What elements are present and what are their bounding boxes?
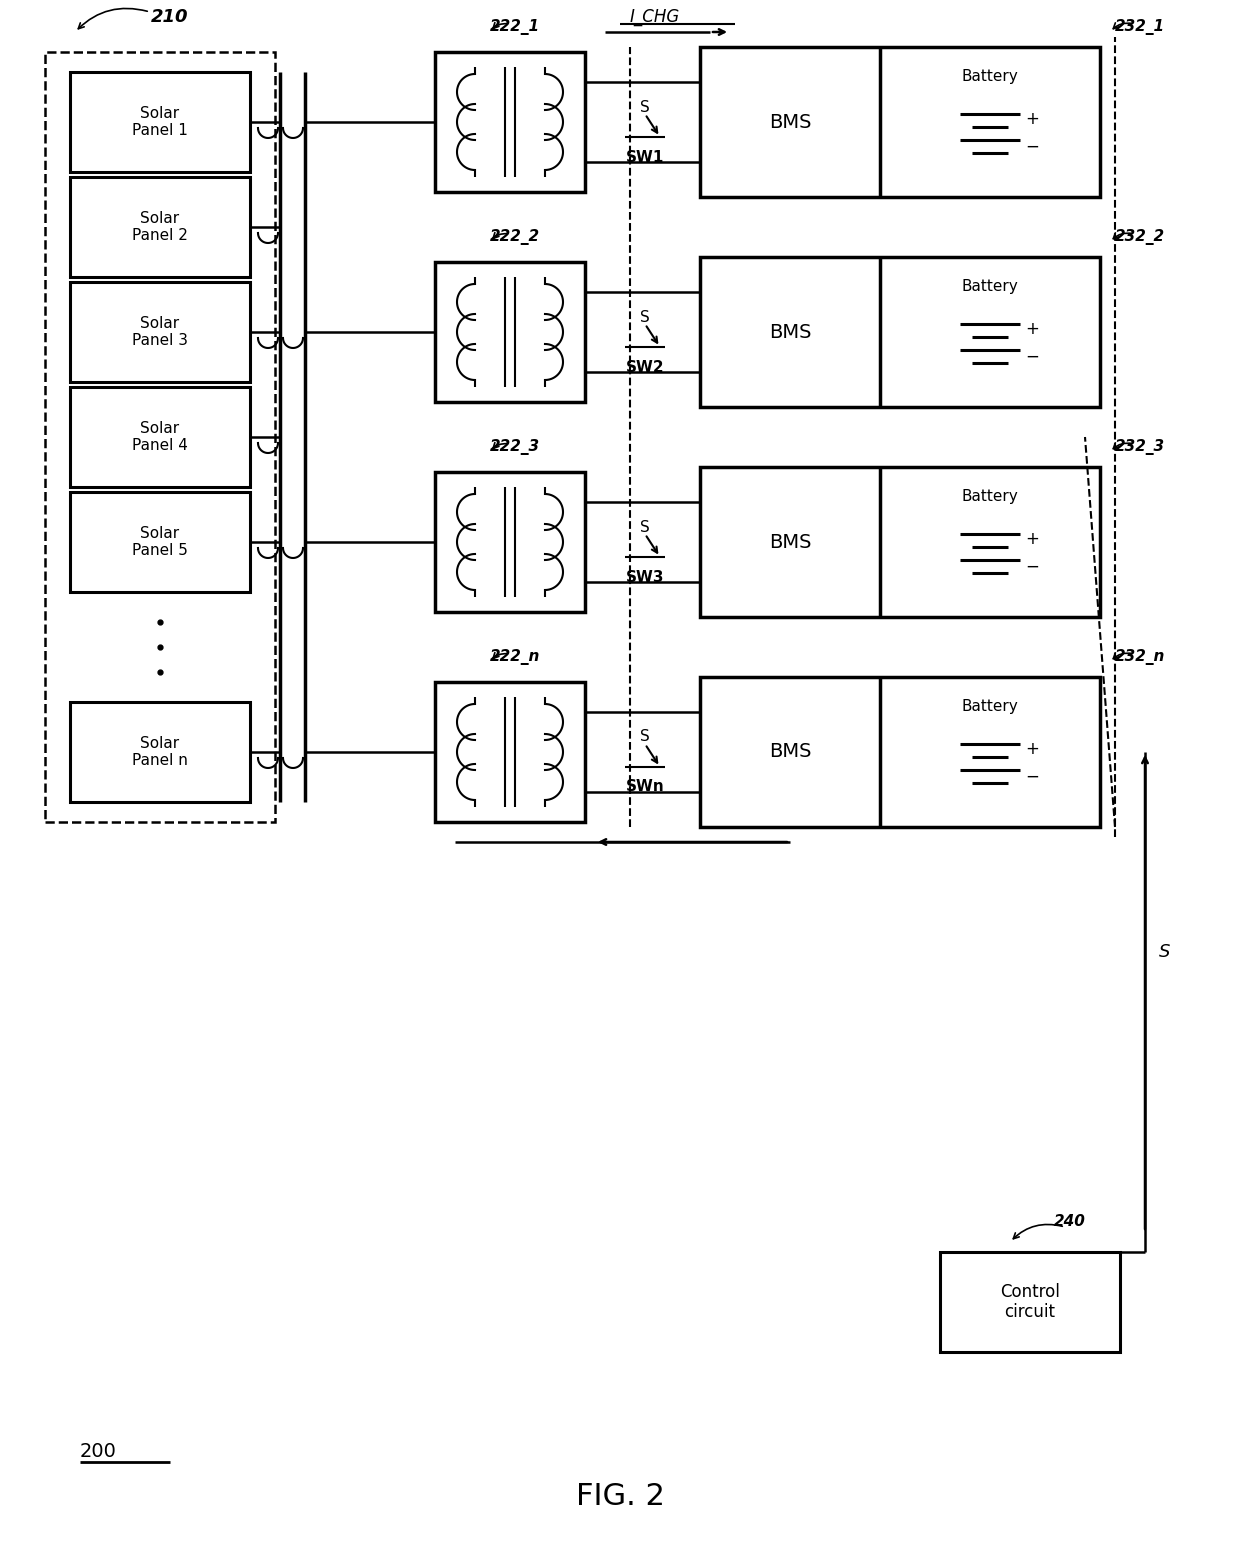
Text: 222_1: 222_1: [490, 19, 541, 36]
Bar: [69, 71, 250, 172]
Text: BMS: BMS: [769, 112, 811, 132]
Text: SW3: SW3: [626, 570, 665, 585]
Text: 232_2: 232_2: [1115, 230, 1166, 245]
Text: Solar
Panel 4: Solar Panel 4: [133, 421, 188, 453]
Text: FIG. 2: FIG. 2: [575, 1482, 665, 1512]
Text: −: −: [1025, 348, 1039, 366]
Bar: [69, 386, 250, 487]
Text: S: S: [640, 99, 650, 115]
Bar: [69, 702, 250, 802]
Bar: [701, 677, 1100, 827]
Text: Control
circuit: Control circuit: [1001, 1282, 1060, 1321]
Text: S: S: [1159, 944, 1171, 961]
Bar: [435, 53, 585, 192]
Text: −: −: [1025, 768, 1039, 785]
Text: 232_n: 232_n: [1115, 649, 1166, 664]
Bar: [701, 47, 1100, 197]
Bar: [69, 177, 250, 276]
Text: −: −: [1025, 138, 1039, 157]
Text: Solar
Panel n: Solar Panel n: [133, 736, 188, 768]
Text: Solar
Panel 2: Solar Panel 2: [133, 211, 188, 244]
Text: +: +: [1025, 529, 1039, 548]
Text: Battery: Battery: [962, 279, 1018, 295]
Text: Battery: Battery: [962, 489, 1018, 504]
Bar: [69, 492, 250, 591]
Bar: [701, 467, 1100, 618]
Text: BMS: BMS: [769, 532, 811, 551]
Text: Solar
Panel 3: Solar Panel 3: [131, 315, 188, 348]
Bar: [940, 1252, 1120, 1352]
Text: −: −: [1025, 559, 1039, 576]
Text: 232_1: 232_1: [1115, 19, 1166, 36]
Text: Solar
Panel 5: Solar Panel 5: [133, 526, 188, 559]
Text: 222_2: 222_2: [490, 230, 541, 245]
Text: S: S: [640, 729, 650, 745]
Text: 232_3: 232_3: [1115, 439, 1166, 455]
Text: Battery: Battery: [962, 700, 1018, 714]
Text: SW1: SW1: [626, 149, 665, 165]
Bar: [435, 262, 585, 402]
Text: SWn: SWn: [626, 779, 665, 795]
Text: +: +: [1025, 320, 1039, 338]
Text: Battery: Battery: [962, 70, 1018, 84]
Text: Solar
Panel 1: Solar Panel 1: [133, 106, 188, 138]
Text: 210: 210: [151, 8, 188, 26]
Text: 200: 200: [81, 1442, 117, 1462]
Bar: [701, 258, 1100, 407]
Bar: [435, 681, 585, 823]
Text: I_CHG: I_CHG: [630, 8, 680, 26]
Text: BMS: BMS: [769, 742, 811, 762]
Text: S: S: [640, 520, 650, 534]
Bar: [45, 53, 275, 823]
Text: +: +: [1025, 110, 1039, 127]
Text: BMS: BMS: [769, 323, 811, 341]
Text: +: +: [1025, 740, 1039, 757]
Text: 222_n: 222_n: [490, 649, 541, 664]
Bar: [69, 282, 250, 382]
Text: S: S: [640, 309, 650, 324]
Bar: [435, 472, 585, 611]
Text: SW2: SW2: [626, 360, 665, 374]
Text: 222_3: 222_3: [490, 439, 541, 455]
Text: 240: 240: [1054, 1215, 1086, 1229]
